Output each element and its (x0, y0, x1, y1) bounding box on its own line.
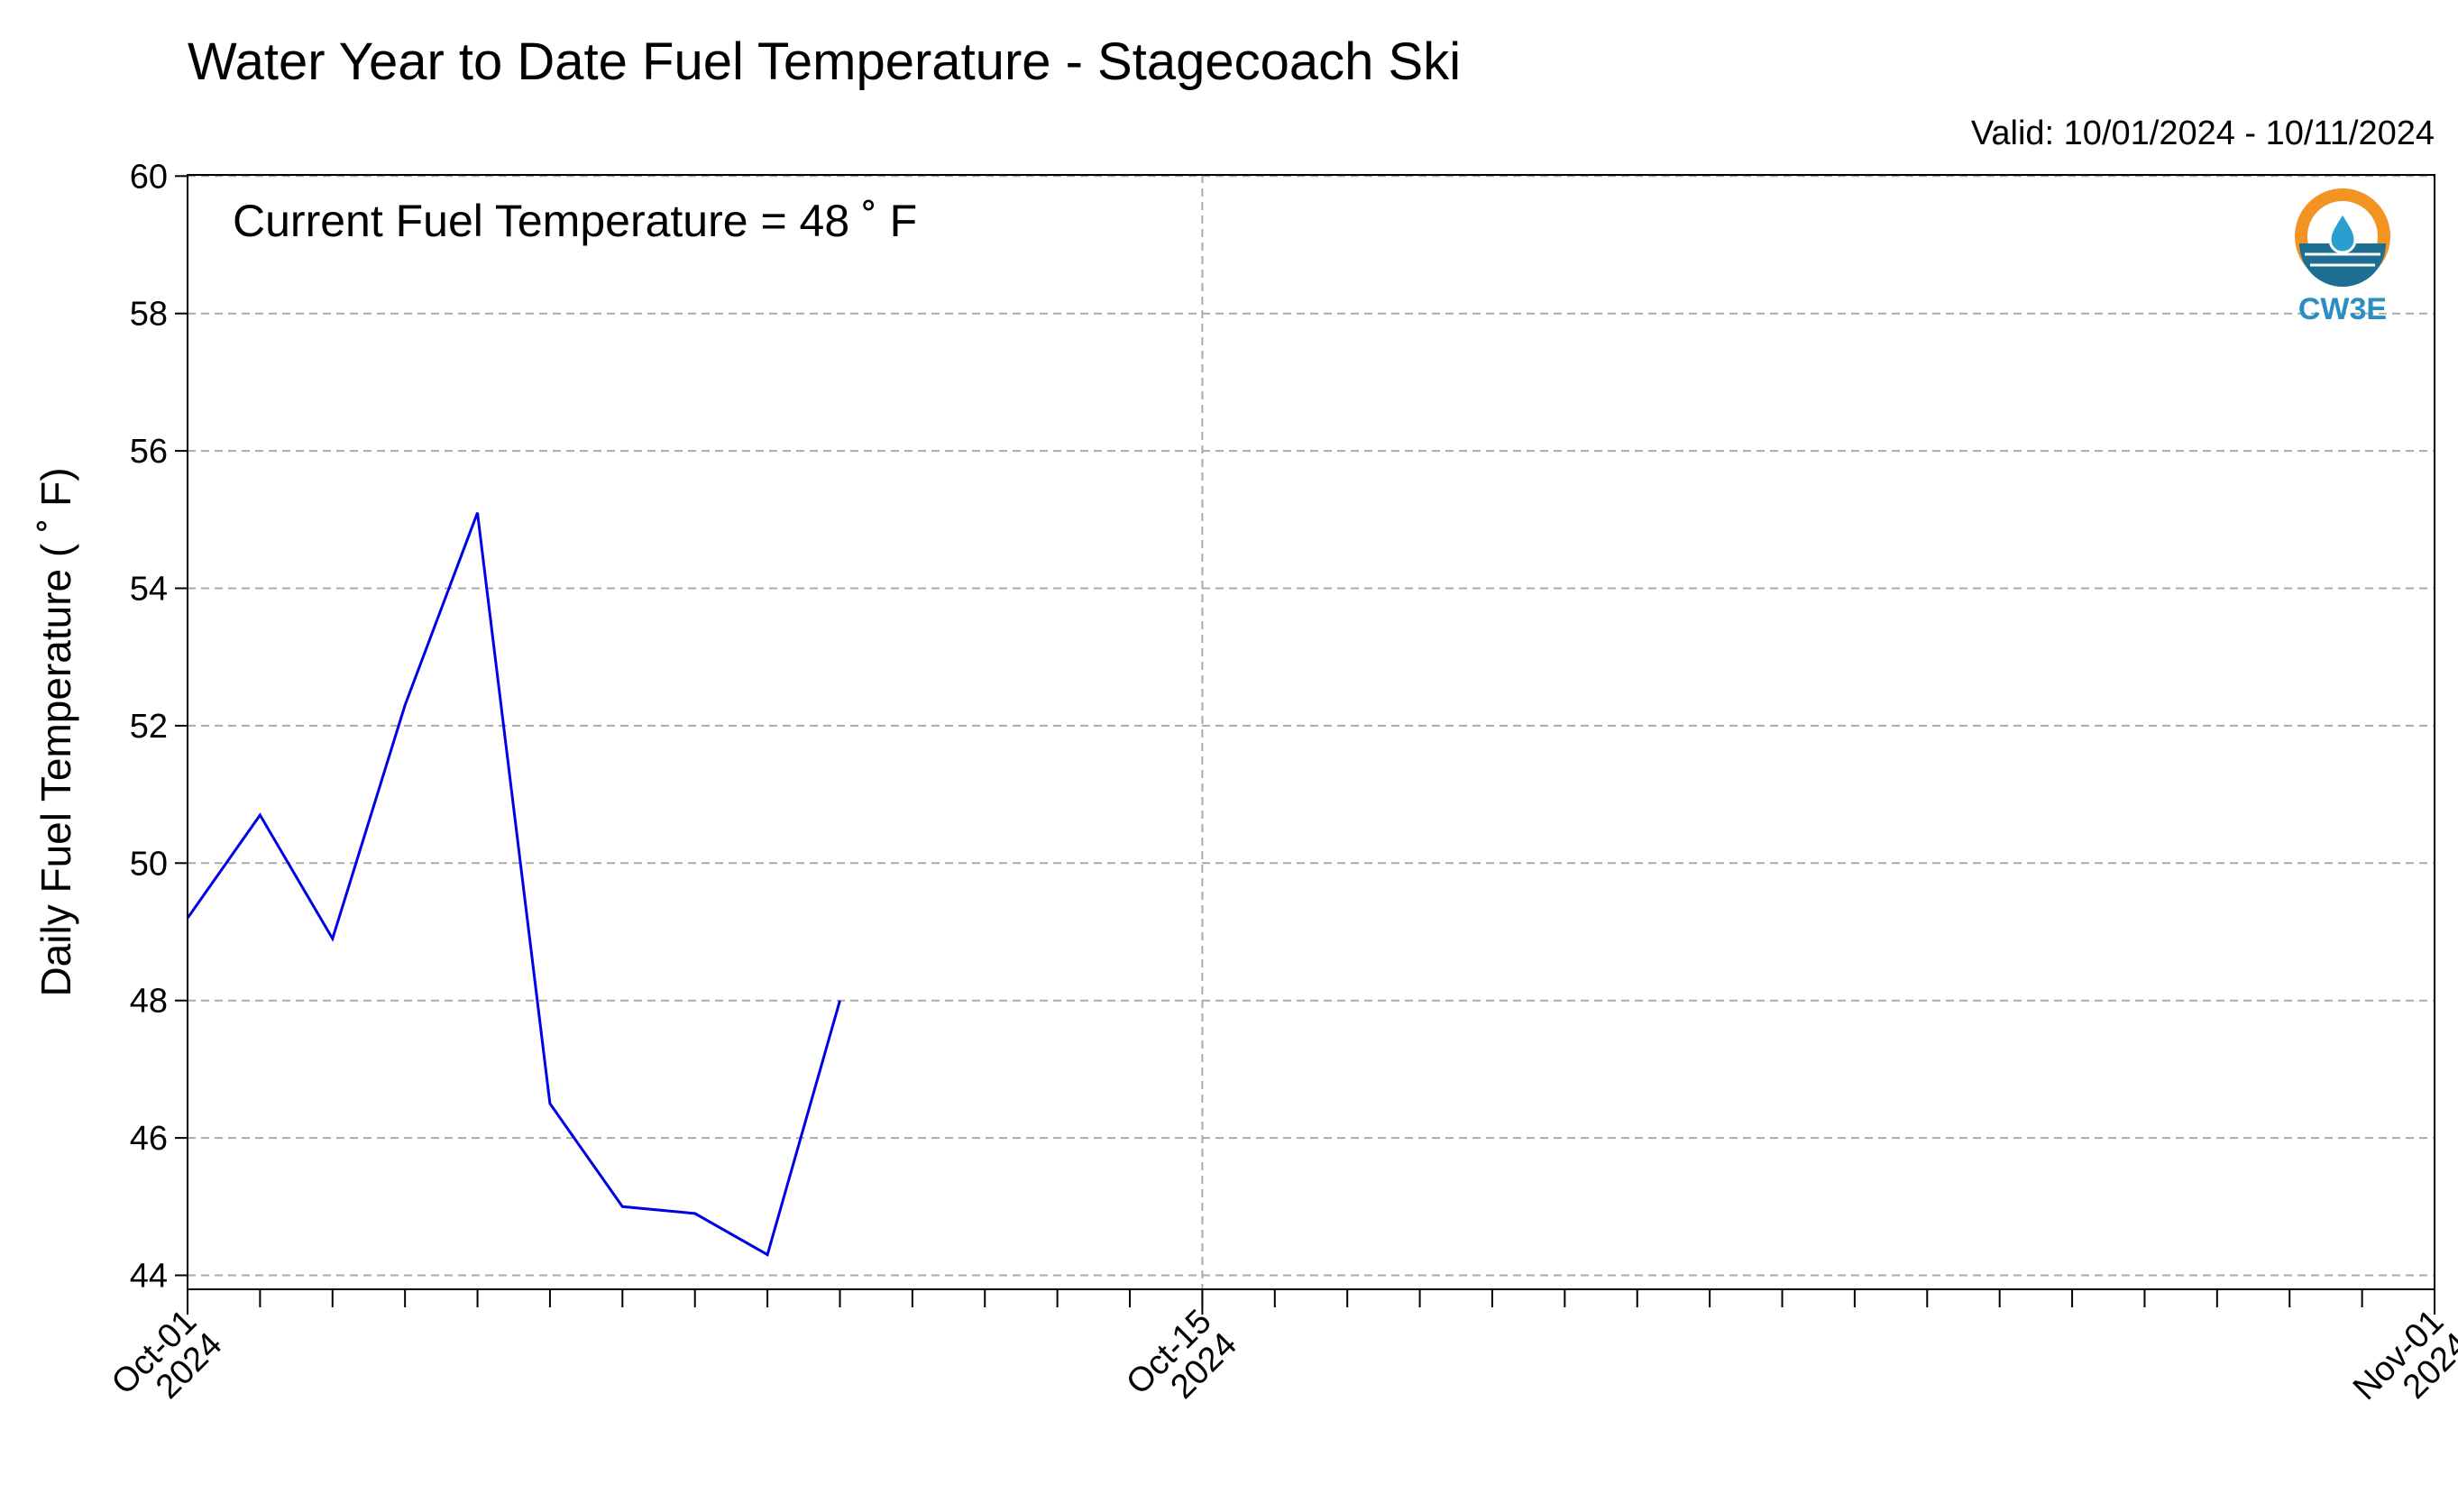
y-tick-label: 46 (130, 1120, 168, 1158)
series (186, 512, 841, 1257)
valid-date-range: Valid: 10/01/2024 - 10/11/2024 (1971, 115, 2435, 152)
grid (188, 175, 2435, 1289)
y-tick-label: 50 (130, 845, 168, 883)
x-axis-ticks: Oct-012024 Oct-152024 Nov-012024 (105, 1289, 2458, 1432)
plot-frame (187, 174, 2435, 1290)
logo-text: CW3E (2298, 292, 2387, 326)
y-axis-ticks: 44 46 48 50 52 54 56 58 60 (130, 158, 188, 1296)
x-tick-label: Oct-152024 (1119, 1301, 1244, 1426)
y-tick-label: 44 (130, 1258, 168, 1296)
y-tick-label: 60 (130, 158, 168, 196)
logo-droplet-icon (2328, 210, 2357, 254)
chart-title: Water Year to Date Fuel Temperature - St… (188, 32, 1461, 91)
y-tick-label: 48 (130, 983, 168, 1021)
x-tick-label: Nov-012024 (2346, 1301, 2458, 1432)
fuel-temperature-line (186, 512, 841, 1257)
current-fuel-temperature-annotation: Current Fuel Temperature = 48 ˚ F (233, 196, 917, 246)
y-tick-label: 58 (130, 296, 168, 334)
y-tick-label: 52 (130, 708, 168, 746)
x-tick-label: Oct-012024 (105, 1301, 230, 1426)
y-tick-label: 56 (130, 433, 168, 471)
cw3e-logo: CW3E (2295, 188, 2390, 326)
y-tick-label: 54 (130, 571, 168, 609)
y-axis-label: Daily Fuel Temperature ( ˚ F) (32, 467, 79, 996)
